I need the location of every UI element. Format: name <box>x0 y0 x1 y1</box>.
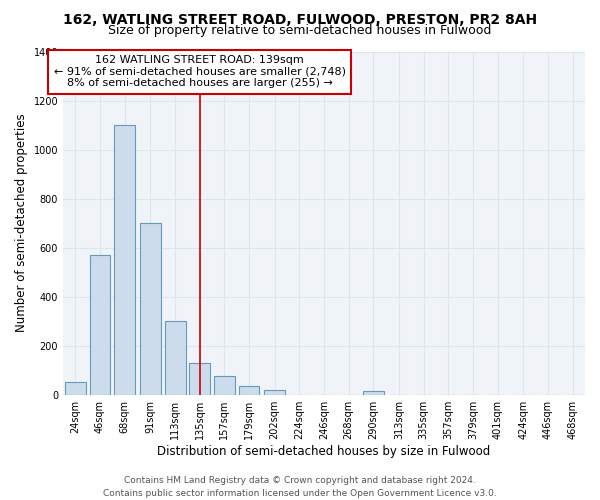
X-axis label: Distribution of semi-detached houses by size in Fulwood: Distribution of semi-detached houses by … <box>157 444 491 458</box>
Bar <box>114 125 135 394</box>
Y-axis label: Number of semi-detached properties: Number of semi-detached properties <box>15 114 28 332</box>
Bar <box>65 382 86 394</box>
Bar <box>189 363 210 394</box>
Text: Size of property relative to semi-detached houses in Fulwood: Size of property relative to semi-detach… <box>109 24 491 37</box>
Bar <box>164 321 185 394</box>
Bar <box>214 376 235 394</box>
Text: 162, WATLING STREET ROAD, FULWOOD, PRESTON, PR2 8AH: 162, WATLING STREET ROAD, FULWOOD, PREST… <box>63 12 537 26</box>
Bar <box>89 255 110 394</box>
Text: 162 WATLING STREET ROAD: 139sqm
← 91% of semi-detached houses are smaller (2,748: 162 WATLING STREET ROAD: 139sqm ← 91% of… <box>53 55 346 88</box>
Bar <box>363 391 384 394</box>
Bar <box>239 386 259 394</box>
Bar <box>140 223 161 394</box>
Bar <box>264 390 285 394</box>
Text: Contains HM Land Registry data © Crown copyright and database right 2024.
Contai: Contains HM Land Registry data © Crown c… <box>103 476 497 498</box>
